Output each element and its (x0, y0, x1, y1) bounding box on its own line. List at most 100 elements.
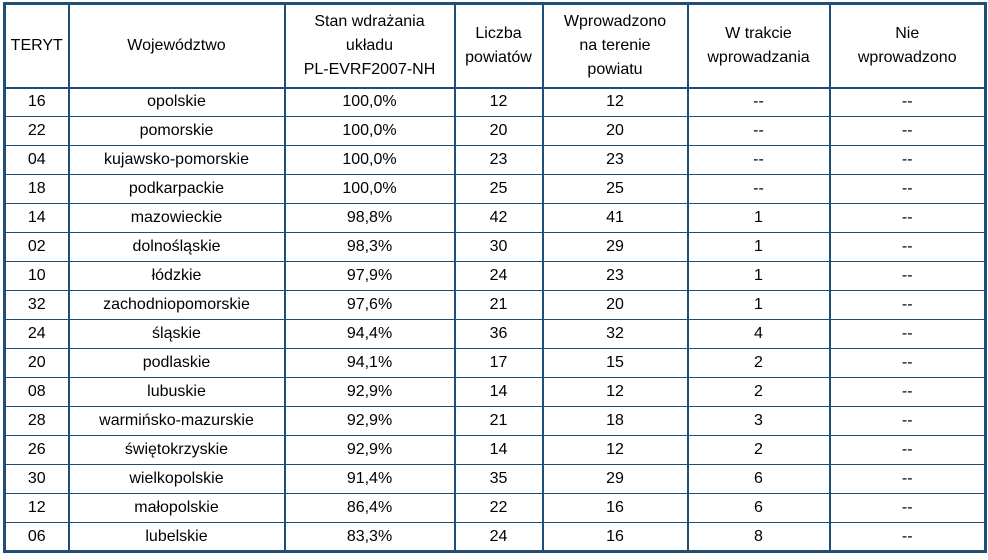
cell-w-trakcie: 2 (686, 435, 831, 465)
cell-teryt: 30 (3, 464, 70, 494)
cell-teryt: 26 (3, 435, 70, 465)
cell-wprowadzono: 16 (541, 493, 689, 523)
cell-stan-wdrazania: 92,9% (283, 406, 456, 436)
cell-teryt: 32 (3, 290, 70, 320)
table-row: 14 mazowieckie 98,8% 42 41 1 -- (3, 203, 987, 233)
cell-wprowadzono: 15 (541, 348, 689, 378)
cell-liczba-powiatow: 42 (453, 203, 544, 233)
table-row: 02 dolnośląskie 98,3% 30 29 1 -- (3, 232, 987, 262)
cell-liczba-powiatow: 36 (453, 319, 544, 349)
column-header-liczba-powiatow: Liczba powiatów (453, 3, 544, 89)
cell-teryt: 12 (3, 493, 70, 523)
cell-stan-wdrazania: 83,3% (283, 522, 456, 552)
cell-nie-wprowadzono: -- (828, 348, 987, 378)
cell-wprowadzono: 12 (541, 87, 689, 117)
cell-w-trakcie: 1 (686, 261, 831, 291)
cell-teryt: 22 (3, 116, 70, 146)
cell-stan-wdrazania: 100,0% (283, 145, 456, 175)
cell-wojewodztwo: małopolskie (67, 493, 286, 523)
cell-liczba-powiatow: 12 (453, 87, 544, 117)
cell-wprowadzono: 23 (541, 261, 689, 291)
cell-liczba-powiatow: 24 (453, 522, 544, 552)
cell-w-trakcie: 6 (686, 464, 831, 494)
cell-wprowadzono: 25 (541, 174, 689, 204)
cell-liczba-powiatow: 30 (453, 232, 544, 262)
cell-wojewodztwo: świętokrzyskie (67, 435, 286, 465)
table-row: 22 pomorskie 100,0% 20 20 -- -- (3, 116, 987, 146)
cell-nie-wprowadzono: -- (828, 87, 987, 117)
cell-w-trakcie: 3 (686, 406, 831, 436)
cell-teryt: 24 (3, 319, 70, 349)
table-row: 12 małopolskie 86,4% 22 16 6 -- (3, 493, 987, 523)
cell-stan-wdrazania: 98,8% (283, 203, 456, 233)
table-row: 18 podkarpackie 100,0% 25 25 -- -- (3, 174, 987, 204)
cell-nie-wprowadzono: -- (828, 145, 987, 175)
cell-nie-wprowadzono: -- (828, 319, 987, 349)
cell-wojewodztwo: wielkopolskie (67, 464, 286, 494)
cell-stan-wdrazania: 92,9% (283, 435, 456, 465)
cell-wojewodztwo: warmińsko-mazurskie (67, 406, 286, 436)
cell-teryt: 08 (3, 377, 70, 407)
cell-w-trakcie: -- (686, 87, 831, 117)
cell-w-trakcie: 2 (686, 377, 831, 407)
cell-wojewodztwo: opolskie (67, 87, 286, 117)
table-row: 04 kujawsko-pomorskie 100,0% 23 23 -- -- (3, 145, 987, 175)
cell-stan-wdrazania: 98,3% (283, 232, 456, 262)
table-row: 08 lubuskie 92,9% 14 12 2 -- (3, 377, 987, 407)
cell-teryt: 10 (3, 261, 70, 291)
cell-wojewodztwo: dolnośląskie (67, 232, 286, 262)
cell-wprowadzono: 12 (541, 377, 689, 407)
cell-stan-wdrazania: 97,6% (283, 290, 456, 320)
voivodeship-implementation-table: TERYT Województwo Stan wdrażania układu PL… (3, 2, 987, 553)
cell-wprowadzono: 20 (541, 290, 689, 320)
cell-w-trakcie: 2 (686, 348, 831, 378)
cell-wojewodztwo: mazowieckie (67, 203, 286, 233)
table-row: 24 śląskie 94,4% 36 32 4 -- (3, 319, 987, 349)
table-row: 26 świętokrzyskie 92,9% 14 12 2 -- (3, 435, 987, 465)
cell-liczba-powiatow: 25 (453, 174, 544, 204)
table-body: 16 opolskie 100,0% 12 12 -- -- 22 pomorskie 100,0… (3, 87, 987, 552)
cell-stan-wdrazania: 97,9% (283, 261, 456, 291)
cell-liczba-powiatow: 21 (453, 406, 544, 436)
cell-teryt: 28 (3, 406, 70, 436)
cell-wprowadzono: 29 (541, 464, 689, 494)
cell-stan-wdrazania: 86,4% (283, 493, 456, 523)
column-header-w-trakcie: W trakcie wprowadzania (686, 3, 831, 89)
cell-wprowadzono: 12 (541, 435, 689, 465)
cell-wojewodztwo: lubuskie (67, 377, 286, 407)
cell-stan-wdrazania: 100,0% (283, 87, 456, 117)
cell-wprowadzono: 32 (541, 319, 689, 349)
cell-teryt: 20 (3, 348, 70, 378)
cell-w-trakcie: -- (686, 174, 831, 204)
cell-nie-wprowadzono: -- (828, 290, 987, 320)
cell-nie-wprowadzono: -- (828, 174, 987, 204)
cell-stan-wdrazania: 94,1% (283, 348, 456, 378)
cell-stan-wdrazania: 91,4% (283, 464, 456, 494)
column-header-nie-wprowadzono: Nie wprowadzono (828, 3, 987, 89)
table-row: 10 łódzkie 97,9% 24 23 1 -- (3, 261, 987, 291)
column-header-wprowadzono: Wprowadzono na terenie powiatu (541, 3, 689, 89)
cell-wprowadzono: 16 (541, 522, 689, 552)
cell-teryt: 02 (3, 232, 70, 262)
cell-wprowadzono: 23 (541, 145, 689, 175)
table-row: 32 zachodniopomorskie 97,6% 21 20 1 -- (3, 290, 987, 320)
cell-nie-wprowadzono: -- (828, 435, 987, 465)
cell-wojewodztwo: zachodniopomorskie (67, 290, 286, 320)
column-header-wojewodztwo: Województwo (67, 3, 286, 89)
cell-wojewodztwo: śląskie (67, 319, 286, 349)
cell-wprowadzono: 20 (541, 116, 689, 146)
cell-nie-wprowadzono: -- (828, 493, 987, 523)
cell-stan-wdrazania: 94,4% (283, 319, 456, 349)
cell-nie-wprowadzono: -- (828, 261, 987, 291)
table-row: 16 opolskie 100,0% 12 12 -- -- (3, 87, 987, 117)
cell-liczba-powiatow: 14 (453, 377, 544, 407)
column-header-teryt: TERYT (3, 3, 70, 89)
cell-wprowadzono: 18 (541, 406, 689, 436)
cell-liczba-powiatow: 17 (453, 348, 544, 378)
cell-w-trakcie: 6 (686, 493, 831, 523)
cell-w-trakcie: 1 (686, 203, 831, 233)
table-row: 20 podlaskie 94,1% 17 15 2 -- (3, 348, 987, 378)
cell-nie-wprowadzono: -- (828, 522, 987, 552)
cell-teryt: 16 (3, 87, 70, 117)
cell-liczba-powiatow: 21 (453, 290, 544, 320)
